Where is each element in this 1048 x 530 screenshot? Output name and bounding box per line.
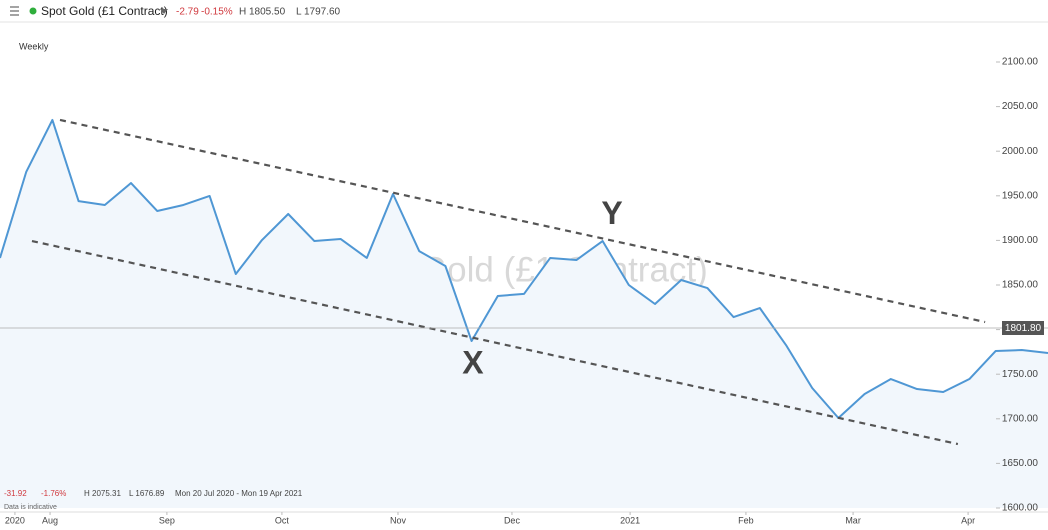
y-tick-label: 1700.00: [1002, 413, 1039, 424]
y-tick-label: 1600.00: [1002, 503, 1039, 514]
status-dot: [29, 7, 37, 15]
header-high: H 1805.50: [239, 7, 286, 18]
y-tick-label: 1750.00: [1002, 369, 1039, 380]
footer-high: H 2075.31: [84, 489, 121, 498]
footer-change: -31.92: [4, 489, 27, 498]
footer-change-pct: -1.76%: [41, 489, 66, 498]
header-bar: [0, 0, 1048, 22]
x-tick-label: 2020: [5, 515, 25, 525]
interval-label: Weekly: [19, 41, 49, 51]
y-tick-label: 2000.00: [1002, 146, 1039, 157]
x-tick-label: Sep: [159, 515, 175, 525]
header-low: L 1797.60: [296, 7, 341, 18]
y-tick-label: 2100.00: [1002, 57, 1039, 68]
y-tick-label: 2050.00: [1002, 101, 1039, 112]
x-tick-label: Aug: [42, 515, 58, 525]
header-change: -2.79: [176, 7, 199, 18]
footer-range: Mon 20 Jul 2020 - Mon 19 Apr 2021: [175, 489, 303, 498]
y-tick-label: 1900.00: [1002, 235, 1039, 246]
instrument-title[interactable]: Spot Gold (£1 Contract): [41, 4, 168, 18]
trendline: [59, 118, 986, 324]
annotation-label: X: [462, 345, 484, 381]
x-tick-label: Apr: [961, 515, 975, 525]
x-tick-label: Dec: [504, 515, 521, 525]
x-tick-label: 2021: [620, 515, 640, 525]
footer-note: Data is indicative: [4, 504, 57, 511]
current-price-label: 1801.80: [1005, 323, 1042, 334]
header-change-pct: -0.15%: [201, 7, 233, 18]
x-tick-label: Nov: [390, 515, 407, 525]
x-tick-label: Oct: [275, 515, 290, 525]
x-tick-label: Mar: [845, 515, 861, 525]
price-line: [0, 118, 1048, 419]
y-tick-label: 1650.00: [1002, 458, 1039, 469]
dropdown-arrow[interactable]: [160, 9, 168, 14]
current-price-box: [1002, 320, 1044, 335]
y-tick-label: 1950.00: [1002, 190, 1039, 201]
price-area: [0, 119, 1048, 508]
annotation-label: Y: [601, 195, 622, 231]
footer-low: L 1676.89: [129, 489, 165, 498]
trendline: [31, 239, 959, 446]
y-tick-label: 1850.00: [1002, 280, 1039, 291]
menu-icon[interactable]: [10, 6, 19, 16]
x-tick-label: Feb: [738, 515, 754, 525]
